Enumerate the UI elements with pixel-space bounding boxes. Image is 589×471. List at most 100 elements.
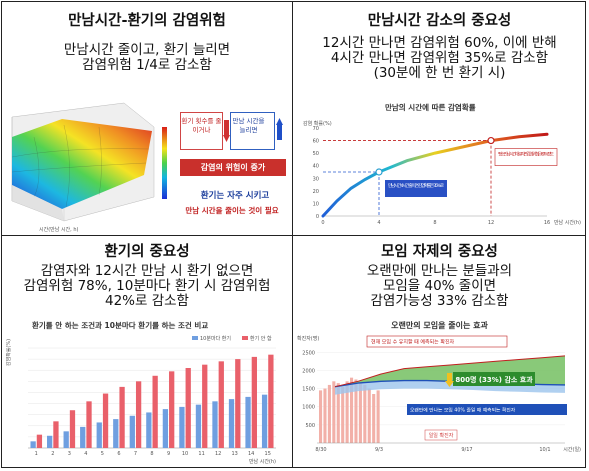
bar-no-ventilation xyxy=(152,375,158,448)
y-tick-label: 50 xyxy=(313,151,319,157)
y-tick-label: 20 xyxy=(313,189,319,195)
bar-ventilated xyxy=(162,409,169,448)
bar-ventilated xyxy=(30,441,36,448)
legend-label-blue: 10분마다 환기 xyxy=(200,335,231,342)
arrow-down-icon xyxy=(223,120,230,142)
daily-bar xyxy=(327,384,331,443)
y-tick-label: 1000 xyxy=(302,405,315,411)
x-axis-label: 만남 시간(h) xyxy=(249,458,276,465)
daily-bar xyxy=(319,390,323,443)
horizontal-divider xyxy=(1,235,586,236)
bar-ventilated xyxy=(47,435,53,448)
chart-title: 만남의 시간에 따른 감염확률 xyxy=(385,103,476,112)
bar-ventilated xyxy=(195,404,202,448)
x-tick-label: 12 xyxy=(488,220,494,226)
x-tick-label: 10 xyxy=(182,451,188,457)
x-tick-label: 8 xyxy=(150,451,153,457)
x-tick-label: 10/1 xyxy=(539,447,550,453)
vertical-divider xyxy=(292,1,293,468)
infection-probability-chart: 감염 확률(%) 0 10 20 30 40 50 60 70 0 4 8 12 16 만남 시간(h) 만남… xyxy=(303,120,581,226)
y-tick-label: 0 xyxy=(316,214,319,220)
x-tick-label: 8 xyxy=(433,220,436,226)
y-tick-label: 2500 xyxy=(302,350,315,356)
bar-no-ventilation xyxy=(218,361,224,448)
label-reduced-box xyxy=(407,404,567,415)
bar-ventilated xyxy=(96,422,102,448)
x-tick-label: 1 xyxy=(35,451,38,457)
y-tick-label: 500 xyxy=(305,423,315,429)
arrow-up-icon xyxy=(276,118,283,140)
panel-summary: 만남시간 줄이고, 환기 늘리면 감염위험 1/4로 감소함 xyxy=(2,43,292,73)
daily-bar xyxy=(376,390,380,443)
label-current-box xyxy=(366,335,508,348)
legend-label-red: 환기 안 함 xyxy=(250,335,272,342)
x-tick-label: 5 xyxy=(101,451,104,457)
panel-title: 만남시간-환기의 감염위험 xyxy=(68,13,226,29)
panel-contact-time-reduction: 만남시간 감소의 중요성 12시간 만나면 감염위험 60%, 이에 반해 4시… xyxy=(293,2,586,235)
y-tick-label: 1500 xyxy=(302,387,315,393)
y-tick-label: 40 xyxy=(313,164,319,170)
daily-bar xyxy=(341,386,345,443)
daily-bar xyxy=(372,394,376,443)
panel-title: 모임 자제의 중요성 xyxy=(381,244,498,260)
bar-ventilated xyxy=(146,412,152,448)
summary-line: 만남시간 줄이고, 환기 늘리면 xyxy=(63,42,231,58)
bar-ventilated xyxy=(80,426,86,448)
daily-bar xyxy=(323,388,327,443)
bar-no-ventilation xyxy=(69,410,76,448)
callout-time-more: 만남 시간을 늘리면 xyxy=(230,112,275,150)
daily-bar xyxy=(332,381,336,443)
x-tick-label: 9 xyxy=(167,451,170,457)
label-daily: 일일 확진자 xyxy=(429,432,454,439)
bar-no-ventilation xyxy=(268,354,274,448)
bar-ventilated xyxy=(245,396,251,448)
daily-bar xyxy=(345,381,349,443)
x-tick-label: 4 xyxy=(84,451,87,457)
y-tick-label: 30 xyxy=(313,176,319,182)
advice-line-ventilate: 환기는 자주 시키고 xyxy=(200,191,270,201)
bar-ventilated xyxy=(113,419,119,448)
summary-line: 오랜만에 만나는 분들과의 xyxy=(366,263,513,279)
advice-line-time: 만남 시간을 줄이는 것이 필요 xyxy=(185,206,279,215)
summary-line: 42%로 감소함 xyxy=(105,293,189,309)
daily-bar xyxy=(336,383,340,443)
bar-ventilated xyxy=(63,431,69,448)
x-tick-label: 12 xyxy=(215,451,221,457)
bar-no-ventilation xyxy=(36,434,43,448)
x-tick-label: 14 xyxy=(248,451,254,457)
callout-ventilation-less: 환기 횟수를 줄이거나 xyxy=(180,112,223,150)
x-tick-label: 13 xyxy=(231,451,237,457)
bar-ventilated xyxy=(179,406,185,448)
daily-bar xyxy=(354,379,358,443)
x-tick-label: 3 xyxy=(68,451,71,457)
label-effect: 800명 (33%) 감소 효과 xyxy=(455,375,533,384)
risk-increase-bar: 감염의 위험이 증가 xyxy=(180,159,286,176)
bar-ventilated xyxy=(212,401,218,448)
panel-summary: 12시간 만나면 감염위험 60%, 이에 반해 4시간 만나면 감염위험 35… xyxy=(293,36,586,81)
bar-no-ventilation xyxy=(202,364,208,448)
daily-bar xyxy=(367,388,371,443)
summary-line: 12시간 만나면 감염위험 60%, 이에 반해 xyxy=(322,35,557,51)
label-current: 현재 모임 수 유지할 때 예측되는 확진자 xyxy=(371,339,455,346)
bar-ventilated xyxy=(228,399,235,448)
note-12h-text: 평소 만남 시간대로라면 감염위험은 60% 정도 xyxy=(498,151,554,158)
y-tick-label: 10 xyxy=(313,201,319,207)
x-tick-label: 0 xyxy=(321,220,324,226)
bar-no-ventilation xyxy=(251,356,257,448)
series-line xyxy=(321,132,549,218)
bar-no-ventilation xyxy=(185,368,191,448)
y-tick-label: 2000 xyxy=(302,368,315,374)
x-tick-label: 9/3 xyxy=(375,447,383,453)
bar-no-ventilation xyxy=(169,371,175,448)
bar-ventilated xyxy=(129,415,135,448)
x-tick-label: 7 xyxy=(134,451,137,457)
summary-line: (30분에 한 번 환기 시) xyxy=(373,65,506,81)
bar-no-ventilation xyxy=(119,386,125,448)
legend-swatch-blue xyxy=(192,336,198,340)
panel-summary: 오랜만에 만나는 분들과의 모임을 40% 줄이면 감염가능성 33% 감소함 xyxy=(293,264,586,309)
x-tick-label: 11 xyxy=(198,451,204,457)
y-axis-label: 감염확률(%) xyxy=(6,339,12,366)
x-tick-label: 8/30 xyxy=(315,447,326,453)
